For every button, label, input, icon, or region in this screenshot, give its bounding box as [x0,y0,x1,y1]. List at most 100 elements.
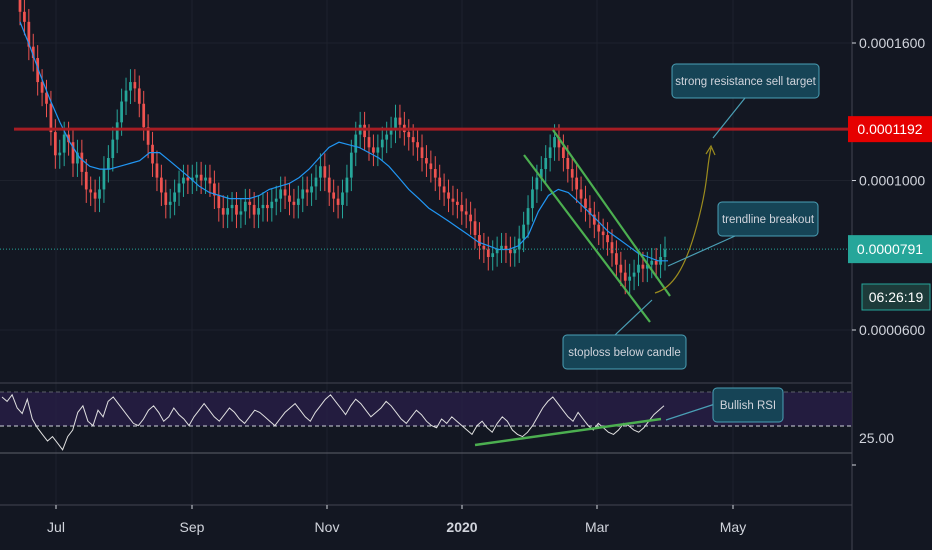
candle-body-49 [235,204,238,215]
candle-body-105 [482,245,486,250]
candle-body-84 [389,129,393,135]
candle-body-82 [380,139,384,148]
candle-body-80 [372,147,375,153]
candle-body-93 [429,163,433,170]
candle-body-44 [213,183,216,196]
candle-body-38 [186,177,190,181]
price-tick-label-2: 0.0000600 [859,322,925,338]
candle-body-103 [473,221,477,236]
candle-body-48 [230,204,234,209]
candle-body-99 [455,201,459,205]
candle-body-33 [164,192,168,205]
candle-body-79 [367,137,371,148]
candle-body-71 [332,192,336,199]
candle-body-15 [84,171,88,190]
time-tick-label-4: Mar [585,519,609,535]
candle-body-131 [597,224,601,232]
candle-body-20 [106,158,110,170]
candle-body-122 [557,137,561,148]
time-tick-label-0: Jul [47,519,65,535]
candle-body-53 [252,204,256,215]
candle-body-39 [190,177,194,181]
candle-body-42 [204,177,207,181]
candle-body-27 [137,88,141,104]
candle-body-13 [76,152,79,164]
candle-body-30 [151,144,154,164]
candle-body-63 [296,198,300,205]
candle-body-134 [610,242,614,254]
annotation-breakout-label: trendline breakout [722,214,815,226]
candle-body-2 [27,21,31,47]
time-tick-label-5: May [720,519,746,535]
candle-body-25 [129,82,132,91]
candle-body-58 [274,198,278,202]
time-axis[interactable]: Jul Sep Nov 2020 Mar May [47,505,746,535]
candle-body-70 [327,177,331,193]
candle-body-62 [292,201,296,205]
annotation-resistance-box [671,63,820,99]
candle-body-117 [535,177,539,190]
candle-body-45 [217,195,221,209]
candle-body-0 [18,0,22,12]
candle-body-138 [628,276,632,281]
candle-body-65 [305,189,309,193]
rsi-line [1,393,665,451]
candle-body-142 [645,264,649,269]
candle-body-19 [102,169,106,190]
time-tick-label-3: 2020 [446,519,477,535]
price-axis[interactable]: 0.0001600 0.0001000 0.0000600 0.0001192 0.00… [848,35,932,466]
annotation-stoploss-box [562,334,687,370]
annotation-resistance-pointer [712,97,746,139]
candle-body-9 [58,152,62,156]
candle-body-37 [182,177,185,184]
candle-body-123 [562,147,565,159]
moving-average [19,21,668,262]
last-price-label: 0.0000791 [857,241,923,257]
candle-body-133 [606,235,609,243]
rsi-pane [0,391,852,451]
candle-body-74 [345,177,349,193]
candle-body-61 [288,195,291,202]
rsi-level-label: 25.00 [859,430,894,446]
annotations: strong resistance sell target trendline b… [562,63,820,423]
candle-body-52 [248,201,252,205]
candle-body-108 [495,249,499,254]
candle-body-14 [80,152,84,172]
candle-body-86 [398,117,402,125]
candle-body-26 [133,82,137,89]
candle-body-72 [336,198,340,205]
candle-body-120 [548,147,552,159]
candle-body-59 [279,189,283,199]
candle-body-106 [486,249,490,258]
candle-body-102 [469,214,472,222]
candle-body-18 [98,189,101,199]
candle-body-89 [411,137,415,143]
candle-body-24 [124,90,128,102]
candle-body-46 [221,208,225,215]
annotation-rsi-pointer [665,403,716,421]
countdown-badge [861,283,931,311]
candle-body-7 [49,103,53,133]
candle-body-94 [433,169,437,178]
candle-body-66 [310,186,313,193]
candle-body-51 [243,201,247,212]
annotation-resistance-label: strong resistance sell target [675,76,816,88]
candle-body-109 [500,245,503,250]
last-price-badge [848,235,932,264]
time-tick-label-1: Sep [180,519,205,535]
candle-body-90 [416,142,419,148]
candle-body-43 [208,177,212,184]
annotation-breakout-box [717,201,819,237]
price-tick-label-1: 0.0001000 [859,173,925,189]
candle-body-129 [588,208,592,215]
candle-body-69 [323,166,327,178]
candle-body-47 [226,208,230,215]
grid [0,0,853,550]
candle-body-35 [173,192,176,202]
candle-body-10 [62,134,66,153]
projection-arrow-head [705,144,716,156]
rsi-trendline [474,417,662,447]
candle-body-67 [314,177,318,187]
